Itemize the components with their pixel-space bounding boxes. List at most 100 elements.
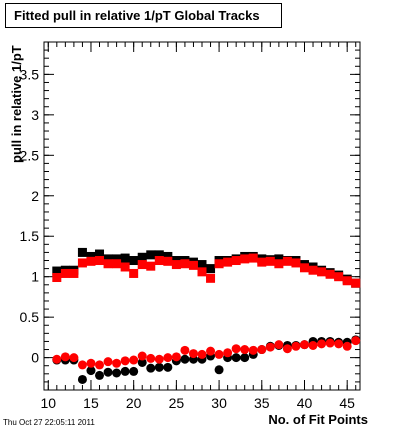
data-point-circle [240, 345, 250, 355]
data-point-circle [317, 339, 327, 349]
data-point-circle [214, 365, 224, 375]
data-point-circle [282, 344, 292, 354]
data-point-square [86, 251, 96, 261]
data-point-circle [171, 352, 181, 362]
data-point-circle [257, 345, 267, 355]
data-point-square [197, 260, 207, 270]
data-point-circle [86, 358, 96, 368]
data-point-circle [180, 354, 190, 364]
data-point-square [308, 265, 318, 275]
data-point-square [86, 256, 96, 266]
data-point-square [317, 267, 327, 277]
y-tick-label: 2.5 [20, 147, 40, 163]
data-point-circle [129, 355, 139, 365]
data-point-circle [154, 362, 164, 372]
data-point-circle [95, 370, 105, 380]
y-tick-label: 3.5 [20, 66, 40, 82]
x-tick-label: 20 [126, 395, 142, 411]
chart-title: Fitted pull in relative 1/pT Global Trac… [5, 3, 282, 28]
y-tick-label: 1.5 [20, 228, 40, 244]
data-point-circle [103, 357, 113, 367]
y-tick-label: 1 [31, 269, 39, 285]
data-point-circle [154, 354, 164, 364]
data-point-circle [231, 344, 241, 354]
data-point-square [154, 256, 164, 266]
data-point-circle [163, 353, 173, 363]
data-point-square [77, 247, 87, 257]
data-point-circle [180, 345, 190, 355]
data-point-square [231, 256, 241, 266]
data-point-circle [214, 349, 224, 359]
data-point-square [146, 250, 156, 260]
data-point-square [146, 261, 156, 271]
data-point-circle [77, 374, 87, 384]
data-point-square [112, 254, 122, 264]
data-point-circle [112, 368, 122, 378]
data-point-square [112, 259, 122, 269]
data-point-square [163, 256, 173, 266]
x-tick-label: 40 [297, 395, 313, 411]
data-point-square [334, 272, 344, 282]
data-point-square [103, 254, 113, 264]
x-tick-label: 10 [40, 395, 56, 411]
data-point-circle [69, 353, 79, 363]
data-point-square [274, 254, 284, 264]
data-point-circle [248, 345, 258, 355]
y-tick-label: 2 [31, 188, 39, 204]
data-point-square [257, 257, 267, 267]
data-point-square [197, 267, 207, 277]
data-point-square [129, 268, 139, 278]
y-tick-label: 3 [31, 107, 39, 123]
data-point-square [95, 256, 105, 266]
data-point-circle [95, 360, 105, 370]
data-point-circle [103, 367, 113, 377]
data-point-square [52, 266, 62, 276]
data-point-square [223, 257, 233, 267]
x-tick-label: 35 [254, 395, 270, 411]
data-point-circle [223, 348, 233, 358]
data-point-circle [351, 336, 361, 346]
data-point-square [129, 256, 139, 266]
data-point-square [240, 254, 250, 264]
data-point-circle [146, 353, 156, 363]
data-point-square [248, 253, 258, 263]
y-axis-label: pull in relative 1/pT [9, 45, 24, 163]
data-point-circle [137, 351, 147, 361]
data-point-circle [60, 352, 70, 362]
data-point-square [171, 260, 181, 270]
data-point-square [291, 258, 301, 268]
data-point-square [265, 256, 275, 266]
data-point-circle [299, 340, 309, 350]
data-point-square [180, 259, 190, 269]
data-point-square [274, 259, 284, 269]
data-point-square [95, 249, 105, 259]
data-point-square [120, 253, 130, 263]
data-marks [52, 247, 361, 384]
data-point-circle [129, 366, 139, 376]
data-point-circle [188, 349, 198, 359]
data-point-circle [120, 366, 130, 376]
data-point-circle [325, 338, 335, 348]
data-point-circle [308, 340, 318, 350]
data-point-square [188, 260, 198, 270]
data-point-square [154, 250, 164, 260]
x-tick-label: 15 [83, 395, 99, 411]
data-point-circle [137, 357, 147, 367]
data-point-square [325, 269, 335, 279]
data-point-square [60, 268, 70, 278]
y-tick-label: 0 [31, 350, 39, 366]
data-point-square [52, 273, 62, 283]
data-point-square [206, 273, 216, 283]
data-point-circle [197, 349, 207, 359]
data-point-square [342, 276, 352, 286]
x-tick-label: 30 [211, 395, 227, 411]
data-point-circle [334, 339, 344, 349]
data-point-square [282, 256, 292, 266]
data-point-circle [86, 366, 96, 376]
data-point-circle [342, 341, 352, 351]
data-point-circle [52, 354, 62, 364]
data-point-circle [240, 353, 250, 363]
data-point-square [77, 258, 87, 268]
data-point-square [206, 264, 216, 274]
